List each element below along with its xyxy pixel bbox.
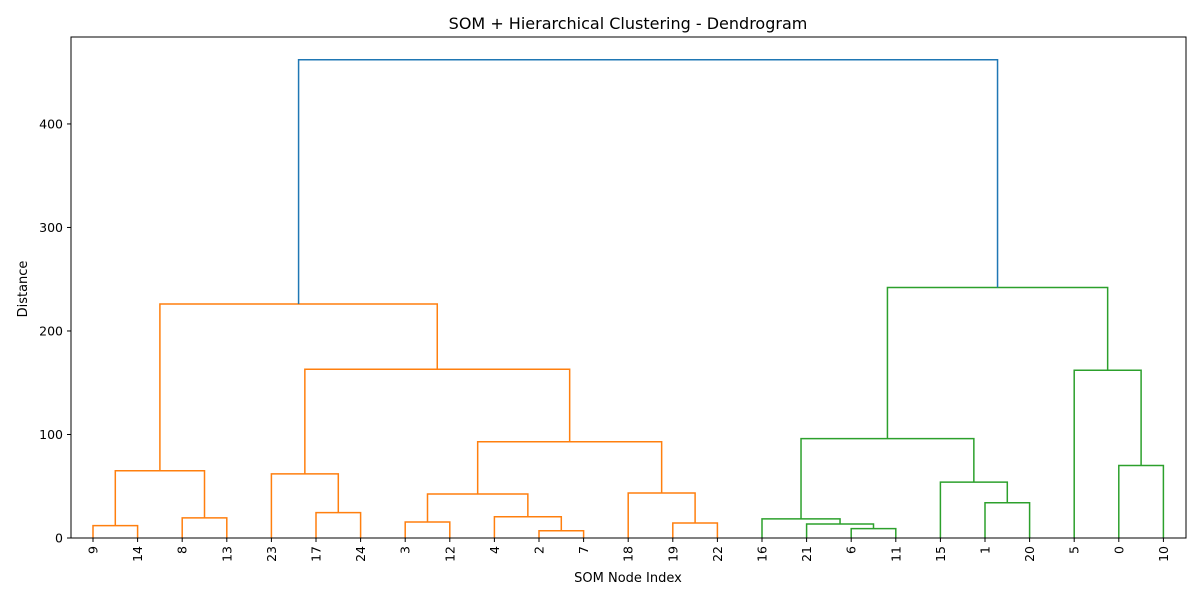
leaf-label-13: 13 xyxy=(219,546,234,562)
leaf-label-11: 11 xyxy=(888,546,903,562)
y-tick-label: 300 xyxy=(39,220,63,235)
dendrogram-link-c xyxy=(114,469,206,526)
leaf-label-24: 24 xyxy=(353,546,368,562)
leaf-label-15: 15 xyxy=(933,546,948,562)
dendrogram-link-t xyxy=(800,437,975,519)
dendrogram-link-f xyxy=(404,521,451,538)
dendrogram-link-p xyxy=(805,523,875,538)
leaf-label-16: 16 xyxy=(755,546,770,562)
leaf-label-1: 1 xyxy=(978,546,993,554)
x-axis-label: SOM Node Index xyxy=(574,571,682,586)
dendrogram-link-v xyxy=(1073,369,1142,538)
dendrogram-link-j xyxy=(672,522,719,538)
leaf-label-4: 4 xyxy=(487,546,502,554)
y-tick-label: 0 xyxy=(55,531,63,546)
leaf-label-5: 5 xyxy=(1067,546,1082,554)
dendrogram-link-r xyxy=(984,502,1031,538)
leaf-label-12: 12 xyxy=(442,546,457,562)
leaf-label-6: 6 xyxy=(844,546,859,554)
leaf-label-8: 8 xyxy=(175,546,190,554)
leaf-label-18: 18 xyxy=(621,546,636,562)
y-tick-label: 400 xyxy=(39,116,63,131)
dendrogram-link-u xyxy=(1118,464,1165,538)
x-axis-ticks: 9 14 8 13 23 17 24 3 12 4 2 7 18 19 22 16 21 6 11 15 1 20 5 0 10 xyxy=(86,538,1171,562)
dendrogram-link-e xyxy=(270,473,340,538)
leaf-label-20: 20 xyxy=(1022,546,1037,562)
dendrogram-link-k xyxy=(627,492,696,538)
leaf-label-3: 3 xyxy=(398,546,413,554)
leaf-label-14: 14 xyxy=(130,546,145,562)
leaf-label-21: 21 xyxy=(799,546,814,562)
dendrogram-link-q xyxy=(761,518,841,538)
dendrogram-link-d xyxy=(315,511,362,538)
dendrogram-link-x xyxy=(297,59,999,305)
dendrogram-link-b xyxy=(181,517,228,538)
dendrogram-link-h xyxy=(493,516,563,538)
leaf-label-17: 17 xyxy=(309,546,324,562)
y-axis-label: Distance xyxy=(16,261,31,318)
leaf-label-23: 23 xyxy=(264,546,279,562)
dendrogram-link-l xyxy=(476,440,663,495)
leaf-label-7: 7 xyxy=(576,546,591,554)
leaf-label-0: 0 xyxy=(1111,546,1126,554)
dendrogram-link-a xyxy=(92,524,139,538)
y-tick-label: 100 xyxy=(39,427,63,442)
dendrogram-link-s xyxy=(939,481,1009,538)
chart-title: SOM + Hierarchical Clustering - Dendrogr… xyxy=(449,14,808,33)
leaf-label-9: 9 xyxy=(86,546,101,554)
dendrogram-link-m xyxy=(304,368,571,474)
y-axis-ticks: 0 100 200 300 400 xyxy=(39,116,71,546)
y-tick-label: 200 xyxy=(39,323,63,338)
dendrogram-link-o xyxy=(850,527,897,538)
leaf-label-19: 19 xyxy=(665,546,680,562)
plot-frame xyxy=(70,36,1187,539)
leaf-label-22: 22 xyxy=(710,546,725,562)
dendrogram-link-i xyxy=(426,493,529,522)
dendrogram-link-g xyxy=(538,530,585,538)
dendrogram-links xyxy=(92,59,1165,538)
dendrogram-link-n xyxy=(159,303,439,471)
leaf-label-10: 10 xyxy=(1156,546,1171,562)
leaf-label-2: 2 xyxy=(532,546,547,554)
